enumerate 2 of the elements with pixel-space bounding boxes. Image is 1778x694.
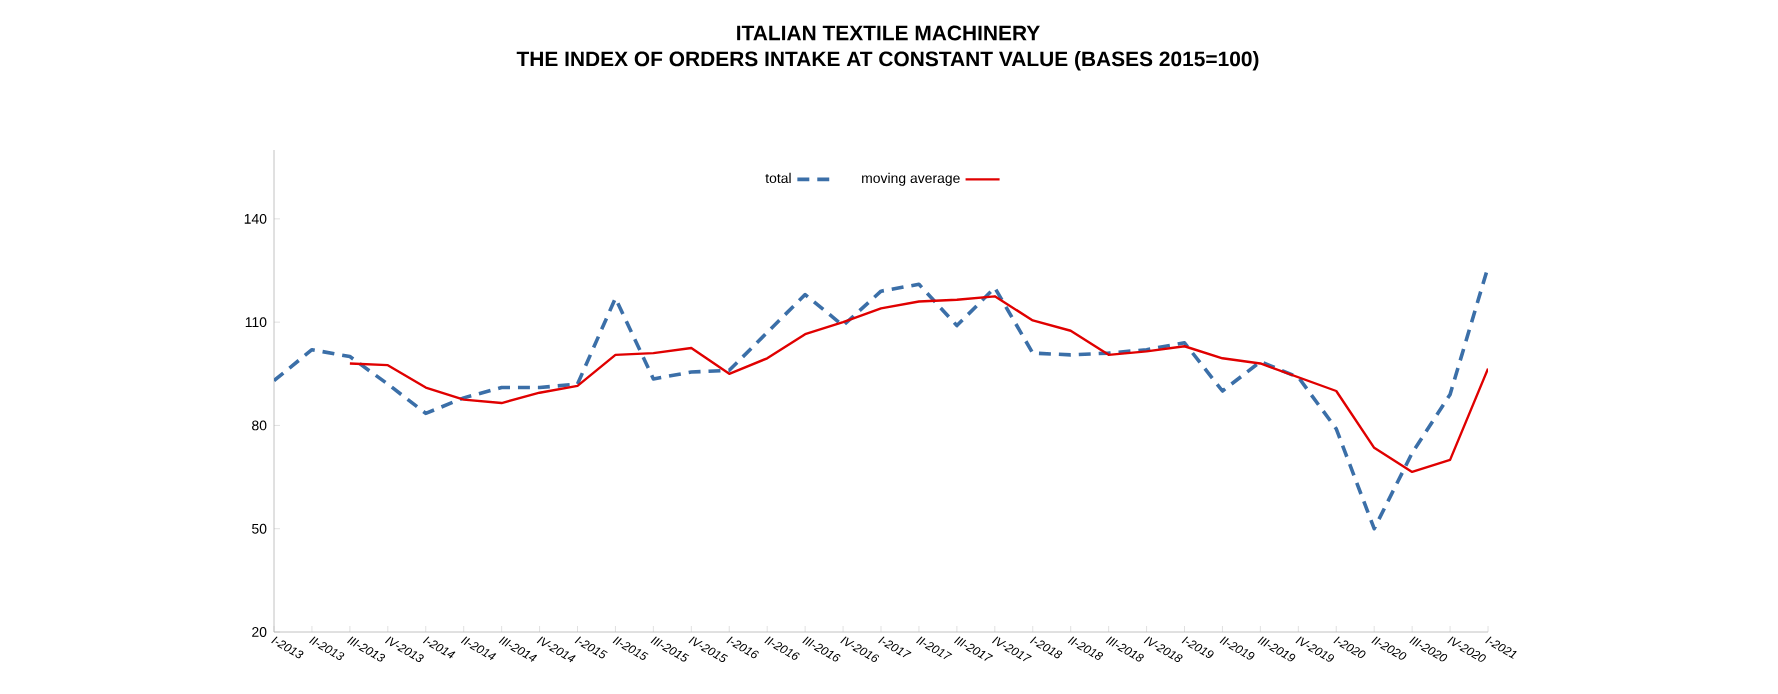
chart-title: ITALIAN TEXTILE MACHINERY [737, 25, 1040, 41]
chart-subtitle: THE INDEX OF ORDERS INTAKE AT CONSTANT VALUE (BASES 2015=100) [516, 50, 1259, 71]
